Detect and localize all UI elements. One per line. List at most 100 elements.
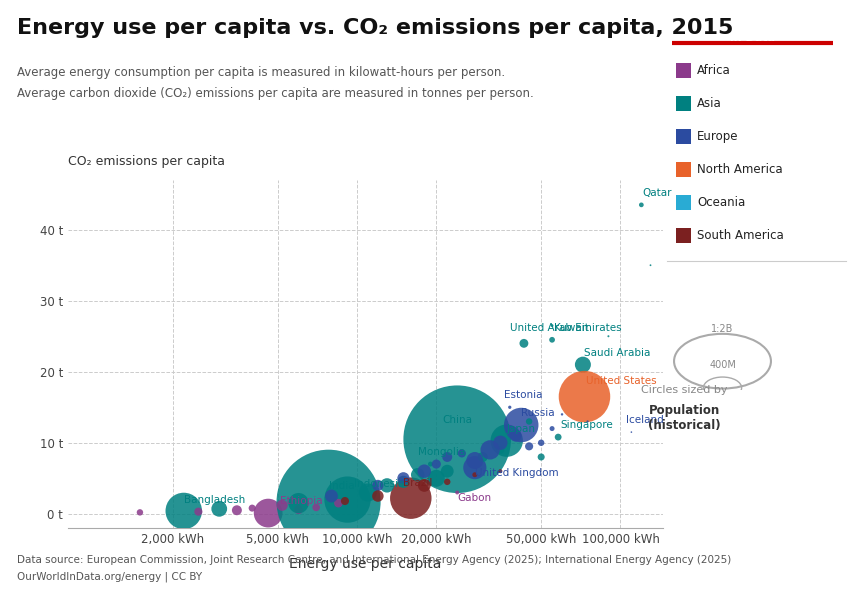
Point — [46, 508, 60, 518]
Point — [602, 331, 615, 341]
Point — [468, 463, 482, 472]
Point — [455, 449, 468, 458]
Point — [292, 505, 305, 514]
Text: United Kingdom: United Kingdom — [475, 468, 558, 478]
Text: Energy use per capita vs. CO₂ emissions per capita, 2015: Energy use per capita vs. CO₂ emissions … — [17, 18, 734, 38]
Point — [341, 495, 354, 505]
Text: Saudi Arabia: Saudi Arabia — [585, 347, 651, 358]
Point — [522, 442, 536, 451]
Text: Estonia: Estonia — [503, 390, 542, 400]
Point — [361, 488, 375, 497]
Text: Iceland: Iceland — [626, 415, 664, 425]
Point — [133, 508, 147, 517]
Point — [429, 459, 443, 469]
Text: 1:2B: 1:2B — [711, 324, 734, 334]
Text: Ethiopia: Ethiopia — [280, 496, 323, 506]
Point — [397, 473, 411, 483]
Point — [440, 466, 454, 476]
Point — [535, 438, 548, 448]
Point — [450, 434, 464, 444]
Point — [503, 403, 517, 412]
Text: Population: Population — [649, 404, 720, 417]
Point — [509, 431, 523, 440]
Point — [325, 491, 338, 501]
Text: Circles sized by: Circles sized by — [641, 385, 728, 395]
Point — [292, 499, 305, 508]
Point — [212, 504, 226, 514]
Text: North America: North America — [697, 163, 783, 176]
Point — [423, 459, 437, 469]
Point — [535, 452, 548, 462]
Text: Bangladesh: Bangladesh — [184, 495, 245, 505]
Text: United Arab Emirates: United Arab Emirates — [510, 323, 621, 332]
Text: Mongolia: Mongolia — [417, 447, 465, 457]
Text: Oceania: Oceania — [697, 196, 745, 209]
Point — [440, 452, 454, 462]
Text: Gabon: Gabon — [457, 493, 491, 503]
Point — [275, 500, 289, 510]
Point — [468, 470, 482, 479]
Text: Africa: Africa — [697, 64, 731, 77]
Point — [476, 452, 490, 462]
Text: Average carbon dioxide (CO₂) emissions per capita are measured in tonnes per per: Average carbon dioxide (CO₂) emissions p… — [17, 87, 534, 100]
Point — [546, 335, 559, 344]
Text: Kuwait: Kuwait — [554, 323, 589, 332]
Point — [546, 321, 559, 331]
Point — [417, 466, 431, 476]
Point — [332, 499, 345, 508]
Point — [397, 477, 411, 487]
Point — [494, 438, 507, 448]
Point — [494, 445, 507, 455]
Point — [555, 410, 569, 419]
Point — [522, 416, 536, 426]
Point — [371, 481, 385, 490]
Text: Qatar: Qatar — [643, 188, 672, 198]
Point — [450, 488, 464, 497]
Text: CO₂ emissions per capita: CO₂ emissions per capita — [68, 155, 225, 168]
Point — [246, 503, 259, 513]
Text: India: India — [329, 481, 354, 491]
Point — [494, 466, 507, 476]
Point — [484, 445, 497, 455]
Point — [261, 508, 275, 518]
Point — [177, 506, 190, 516]
Point — [552, 432, 565, 442]
Point — [576, 360, 590, 370]
Text: OurWorldInData.org/energy | CC BY: OurWorldInData.org/energy | CC BY — [17, 571, 202, 582]
Text: Our World: Our World — [721, 20, 784, 30]
Point — [625, 427, 638, 437]
Text: United States: United States — [586, 376, 657, 386]
Point — [371, 491, 385, 501]
Text: South America: South America — [697, 229, 784, 242]
Text: in Data: in Data — [730, 33, 774, 43]
Text: Average energy consumption per capita is measured in kilowatt-hours per person.: Average energy consumption per capita is… — [17, 66, 505, 79]
Point — [546, 424, 559, 433]
Text: Russia: Russia — [521, 408, 555, 418]
Point — [468, 456, 482, 466]
Text: Brazil: Brazil — [404, 478, 433, 488]
Text: China: China — [442, 415, 472, 425]
Point — [500, 436, 513, 445]
Text: Japan: Japan — [507, 424, 536, 434]
Point — [191, 507, 205, 517]
Point — [230, 505, 244, 515]
Point — [417, 481, 431, 490]
Text: Europe: Europe — [697, 130, 739, 143]
Point — [643, 260, 657, 270]
Point — [411, 470, 424, 479]
Point — [581, 416, 594, 426]
Point — [380, 481, 394, 490]
Text: 400M: 400M — [709, 360, 736, 370]
Text: Indonesia: Indonesia — [354, 479, 404, 489]
Text: Data source: European Commission, Joint Research Centre, and International Energ: Data source: European Commission, Joint … — [17, 555, 731, 565]
Point — [578, 392, 592, 401]
Point — [322, 497, 336, 506]
Point — [338, 496, 352, 506]
Text: Singapore: Singapore — [560, 420, 613, 430]
Point — [429, 473, 443, 483]
Point — [440, 477, 454, 487]
Text: Asia: Asia — [697, 97, 722, 110]
Text: (historical): (historical) — [648, 419, 721, 432]
Point — [404, 493, 417, 503]
Point — [514, 420, 528, 430]
